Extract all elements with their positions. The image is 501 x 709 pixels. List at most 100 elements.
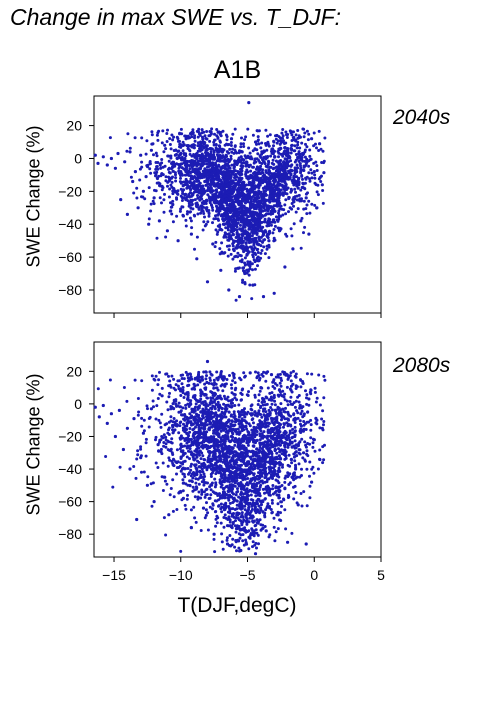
data-point <box>303 159 307 163</box>
data-point <box>321 445 325 449</box>
data-point <box>303 440 307 444</box>
data-point <box>245 522 249 526</box>
data-point <box>167 374 170 378</box>
data-point <box>185 159 189 163</box>
data-point <box>253 140 258 144</box>
data-point <box>277 209 281 213</box>
data-point <box>245 170 249 174</box>
data-point <box>179 127 183 131</box>
data-point <box>192 505 196 509</box>
data-point <box>194 466 198 470</box>
data-point <box>237 186 241 190</box>
data-point <box>248 260 252 264</box>
data-point <box>233 224 237 227</box>
data-point <box>215 147 219 151</box>
data-point <box>256 264 259 268</box>
data-point <box>196 141 200 145</box>
data-point <box>210 483 214 487</box>
data-point <box>265 148 269 152</box>
figure-title: Change in max SWE vs. T_DJF: <box>10 4 342 30</box>
data-point <box>289 227 293 231</box>
data-point <box>205 144 209 148</box>
data-point <box>196 196 200 200</box>
data-point <box>308 177 312 181</box>
data-point <box>322 420 326 423</box>
data-point <box>235 175 239 179</box>
data-point <box>262 194 266 198</box>
data-point <box>147 217 151 221</box>
data-point <box>204 154 208 158</box>
data-point <box>265 234 269 238</box>
data-point <box>135 517 139 522</box>
data-point <box>196 174 200 178</box>
data-point <box>304 192 308 196</box>
data-point <box>117 408 121 412</box>
data-point <box>205 137 209 141</box>
data-point <box>305 449 309 453</box>
data-point <box>227 288 231 292</box>
y-tick-label: −20 <box>58 183 82 199</box>
data-point <box>256 139 260 143</box>
data-point <box>269 406 273 409</box>
data-point <box>155 154 159 158</box>
data-point <box>219 521 223 525</box>
data-point <box>158 196 162 200</box>
data-point <box>188 181 192 185</box>
data-point <box>191 130 195 134</box>
data-point <box>145 139 149 143</box>
data-point <box>159 174 163 178</box>
data-point <box>228 205 232 208</box>
data-point <box>233 269 237 273</box>
data-point <box>278 170 282 174</box>
data-point <box>277 165 281 169</box>
data-point <box>125 426 129 430</box>
data-point <box>243 282 247 286</box>
data-point <box>228 374 231 377</box>
data-point <box>320 183 324 187</box>
data-point <box>227 232 231 236</box>
data-point <box>273 220 277 224</box>
data-point <box>270 151 274 155</box>
data-point <box>274 412 278 415</box>
data-point <box>255 220 259 224</box>
data-point <box>175 162 179 166</box>
data-point <box>304 428 308 431</box>
data-point <box>171 175 174 179</box>
data-point <box>255 256 259 260</box>
data-point <box>223 170 227 174</box>
data-point <box>197 130 200 134</box>
data-point <box>244 156 248 160</box>
data-point <box>208 134 212 138</box>
data-point <box>284 177 288 181</box>
data-point <box>172 386 176 390</box>
data-point <box>259 244 263 248</box>
data-point <box>234 178 238 182</box>
data-point <box>181 140 185 144</box>
data-point <box>322 171 326 175</box>
data-point <box>160 201 163 205</box>
data-point <box>222 223 226 226</box>
data-point <box>197 461 201 464</box>
data-point <box>185 167 189 171</box>
data-point <box>191 207 195 211</box>
data-point <box>166 154 170 158</box>
data-point <box>176 384 180 388</box>
data-point <box>245 161 249 164</box>
data-point <box>232 184 236 188</box>
data-point <box>222 525 226 529</box>
data-point <box>214 196 218 199</box>
data-point <box>290 139 294 142</box>
data-point <box>179 145 183 149</box>
data-point <box>259 190 263 194</box>
data-point <box>269 165 273 169</box>
data-point <box>239 223 242 227</box>
data-point <box>225 220 229 224</box>
data-point <box>181 478 185 482</box>
data-point <box>286 133 290 136</box>
data-point <box>221 183 225 187</box>
data-point <box>111 485 115 489</box>
data-point <box>175 152 178 156</box>
data-point <box>322 374 326 378</box>
data-point <box>303 225 307 229</box>
data-point <box>207 171 211 175</box>
